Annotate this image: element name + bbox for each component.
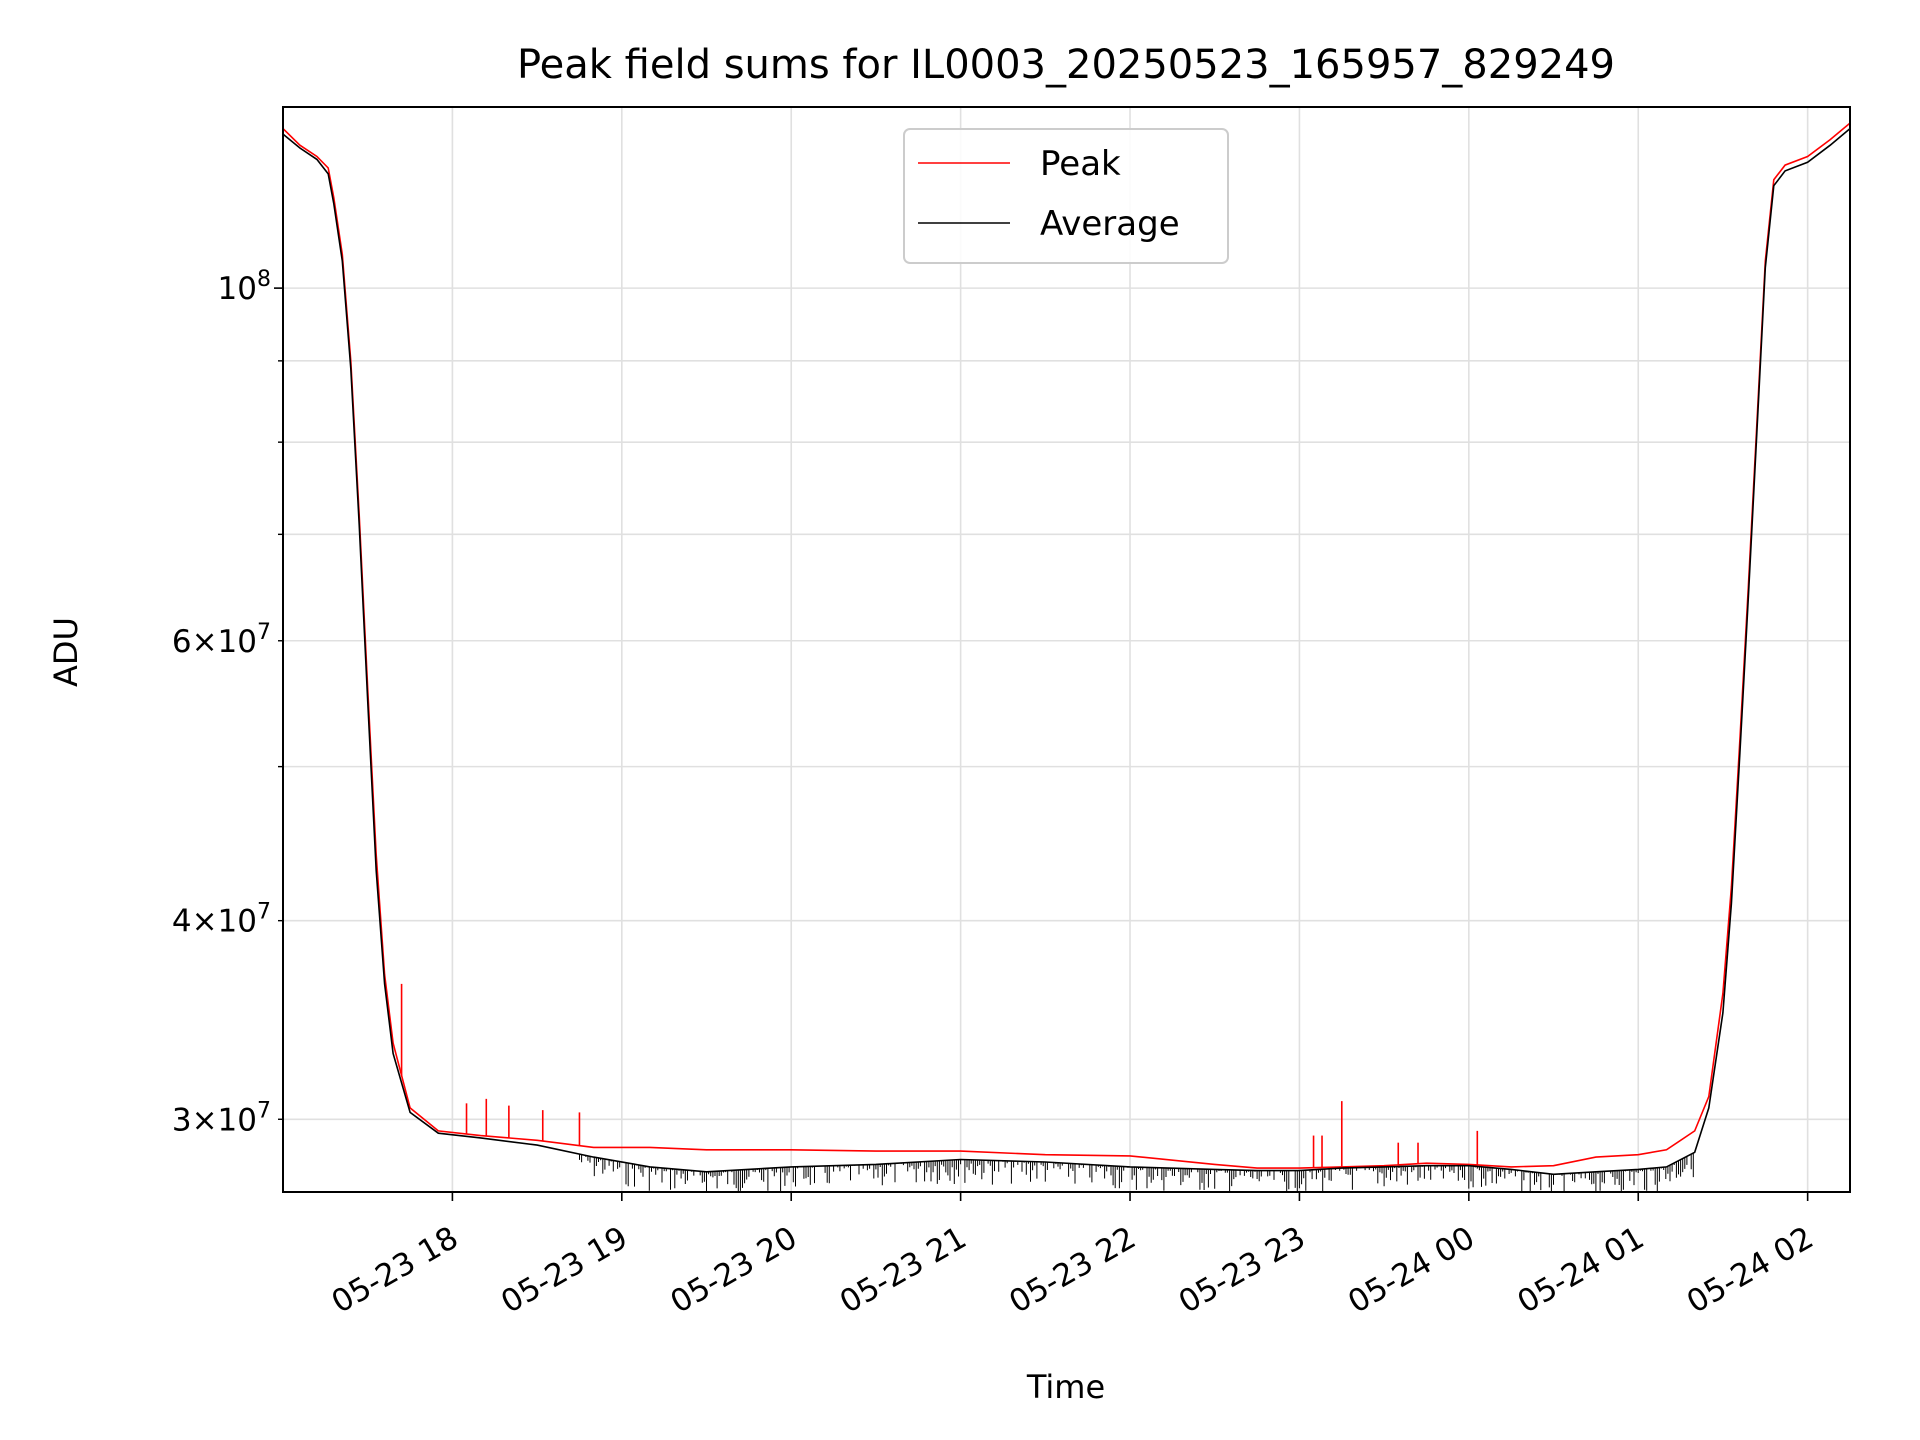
grid-lines [283, 107, 1850, 1192]
y-tick-label: 6×107 [172, 620, 271, 660]
series-average-line [282, 127, 1851, 1176]
y-tick-coefficient: 4× [172, 904, 218, 940]
y-tick-base: 10 [218, 624, 257, 660]
y-tick-base: 10 [218, 271, 257, 307]
y-tick-label: 4×107 [172, 900, 271, 940]
y-axis-label: ADU [47, 617, 85, 687]
y-tick-exponent: 8 [257, 267, 271, 292]
x-axis-label: Time [1026, 1368, 1105, 1406]
series-layer [282, 122, 1851, 1192]
y-tick-base: 10 [218, 904, 257, 940]
y-tick-label: 3×107 [172, 1098, 271, 1138]
y-tick-coefficient: 3× [172, 1102, 218, 1138]
legend-label-peak: Peak [1040, 144, 1121, 184]
y-tick-coefficient: 6× [172, 624, 218, 660]
y-tick-label: 108 [218, 267, 271, 307]
y-tick-exponent: 7 [257, 1098, 271, 1123]
legend-label-average: Average [1040, 204, 1180, 244]
chart-title: Peak field sums for IL0003_20250523_1659… [517, 42, 1615, 88]
y-tick-base: 10 [218, 1102, 257, 1138]
y-tick-exponent: 7 [257, 620, 271, 645]
y-tick-exponent: 7 [257, 900, 271, 925]
legend: Peak Average [903, 128, 1229, 264]
plot-frame [282, 106, 1851, 1193]
